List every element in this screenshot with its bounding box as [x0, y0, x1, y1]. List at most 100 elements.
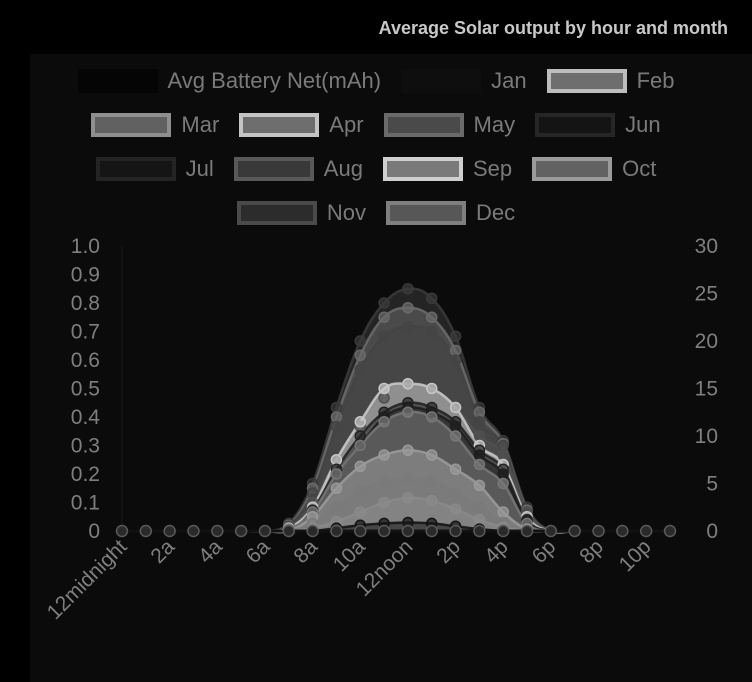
y-left-tick-label: 0.9 — [71, 264, 100, 287]
series-point-battery — [592, 524, 605, 538]
x-tick-label: 8a — [289, 535, 322, 568]
x-tick-label: 12midnight — [43, 535, 132, 624]
series-point-aug — [449, 354, 462, 366]
x-tick-label: 4a — [194, 535, 227, 568]
chart-title: Average Solar output by hour and month — [378, 18, 728, 38]
series-point-oct — [354, 439, 367, 452]
series-point-battery — [234, 524, 248, 538]
series-point-oct — [449, 430, 462, 442]
series-point-dec — [354, 349, 367, 361]
legend-item-apr[interactable]: Apr — [239, 112, 364, 138]
series-point-battery — [163, 524, 176, 538]
legend-item-feb[interactable]: Feb — [546, 68, 674, 94]
legend-item-nov[interactable]: Nov — [236, 200, 366, 226]
series-point-battery — [187, 524, 200, 538]
series-point-may — [378, 392, 390, 404]
series-point-feb — [449, 503, 462, 515]
series-point-apr — [378, 449, 390, 461]
chart-points — [115, 283, 677, 538]
x-tick-label: 2a — [146, 535, 179, 568]
y-left-tick-label: 0 — [88, 520, 100, 543]
series-point-battery — [211, 524, 224, 538]
legend-item-jun[interactable]: Jun — [535, 112, 661, 138]
series-point-may — [473, 430, 486, 442]
legend-item-mar[interactable]: Mar — [91, 112, 219, 138]
legend-item-aug[interactable]: Aug — [233, 156, 363, 182]
legend-label: Dec — [476, 200, 516, 225]
series-point-may — [497, 449, 509, 461]
x-tick-label: 4p — [480, 535, 513, 568]
series-point-dec — [378, 311, 390, 323]
y-right-tick-label: 15 — [695, 378, 718, 401]
legend-label: Sep — [472, 156, 513, 181]
series-point-battery — [330, 524, 343, 538]
series-area-jan — [122, 522, 670, 532]
legend-item-oct[interactable]: Oct — [532, 156, 656, 182]
series-point-nov — [402, 283, 414, 295]
y-right-tick-label: 30 — [695, 235, 718, 258]
legend-item-dec[interactable]: Dec — [386, 200, 515, 226]
series-point-sep — [330, 454, 343, 466]
y-left-tick-label: 0.8 — [71, 292, 100, 315]
series-point-aug — [473, 416, 486, 428]
series-point-battery — [496, 524, 510, 538]
y-right-tick-label: 5 — [706, 473, 718, 496]
y-right-tick-label: 20 — [695, 330, 718, 353]
legend-swatch — [532, 157, 613, 181]
series-point-battery — [544, 524, 558, 538]
y-left-tick-label: 1.0 — [71, 235, 100, 258]
series-point-battery — [616, 524, 629, 538]
legend-swatch — [77, 69, 158, 93]
series-point-apr — [449, 463, 462, 475]
series-point-battery — [282, 524, 296, 538]
legend-item-jan[interactable]: Jan — [401, 68, 527, 94]
legend-swatch — [401, 69, 482, 93]
legend-item-jul[interactable]: Jul — [95, 156, 214, 182]
series-point-aug — [402, 321, 414, 333]
legend-swatch — [239, 113, 320, 137]
series-point-oct — [425, 411, 438, 423]
legend-item-battery[interactable]: Avg Battery Net(mAh) — [77, 68, 381, 94]
y-right-tick-label: 10 — [695, 425, 718, 448]
y-right-tick-label: 25 — [695, 283, 718, 306]
series-point-battery — [401, 524, 415, 538]
series-point-mar — [449, 487, 462, 499]
legend-swatch — [535, 113, 616, 137]
legend-label: Jul — [185, 156, 214, 181]
series-point-mar — [330, 501, 343, 513]
x-tick-label: 6p — [528, 535, 561, 568]
legend-swatch — [383, 113, 464, 137]
series-point-jun — [473, 449, 486, 461]
series-point-sep — [354, 416, 367, 428]
series-point-battery — [139, 524, 153, 538]
series-point-battery — [639, 524, 653, 538]
series-point-oct — [402, 406, 414, 418]
series-point-apr — [330, 482, 343, 494]
series-point-apr — [497, 506, 509, 518]
x-tick-label: 6a — [242, 535, 275, 568]
series-point-battery — [377, 524, 391, 538]
series-point-dec — [330, 411, 343, 423]
y-left-tick-label: 0.5 — [71, 378, 100, 401]
legend-row-3: Jul Aug Sep Oct — [0, 156, 752, 182]
legend-item-sep[interactable]: Sep — [382, 156, 513, 182]
legend-swatch — [382, 157, 463, 181]
x-tick-label: 2p — [432, 535, 465, 568]
series-point-sep — [425, 382, 438, 395]
series-point-battery — [425, 524, 438, 538]
legend-swatch — [233, 157, 314, 181]
series-point-dec — [449, 344, 462, 357]
legend-item-may[interactable]: May — [383, 112, 515, 138]
y-left-tick-label: 0.3 — [71, 435, 100, 458]
legend-swatch — [95, 157, 176, 181]
legend-label: Apr — [329, 112, 364, 137]
series-point-apr — [354, 460, 367, 473]
legend-label: Jan — [491, 68, 527, 93]
series-point-dec — [402, 302, 414, 314]
series-point-feb — [402, 492, 414, 504]
series-point-oct — [378, 416, 390, 428]
legend-row-1: Avg Battery Net(mAh) Jan Feb — [0, 68, 752, 94]
y-left-tick-label: 0.1 — [71, 492, 100, 515]
series-area-feb — [122, 497, 670, 532]
